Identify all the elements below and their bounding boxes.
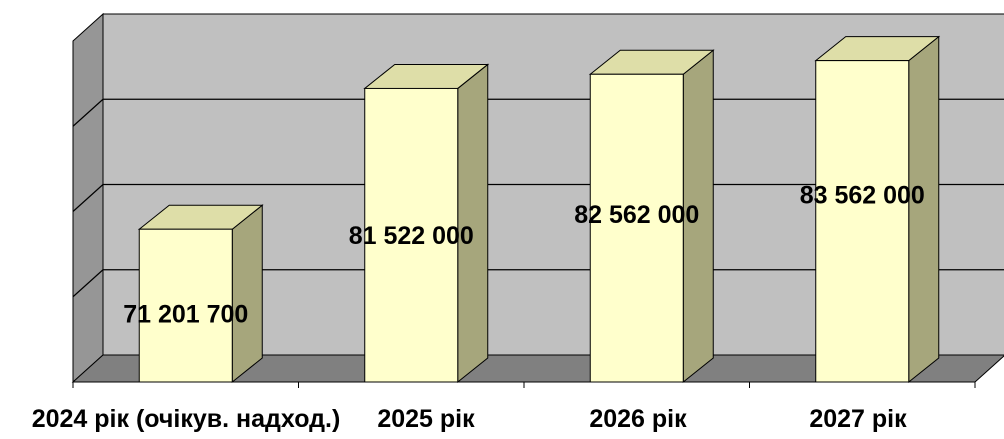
chart-value-labels: 71 201 700 81 522 000 82 562 000 83 562 000: [123, 181, 925, 328]
bar-front: [589, 73, 684, 383]
data-label: 71 201 700: [123, 301, 248, 329]
x-tick-label: 2024 рік (очікув. надход.): [32, 405, 341, 433]
bar: [363, 63, 490, 384]
x-tick-label: 2027 рік: [809, 405, 907, 433]
chart-x-axis: 2024 рік (очікув. надход.) 2025 рік 2026 р…: [32, 381, 976, 433]
data-label: 81 522 000: [349, 222, 474, 250]
bar-front: [364, 87, 459, 383]
bar: [814, 35, 941, 384]
x-tick-label: 2026 рік: [589, 405, 687, 433]
x-tick-label: 2025 рік: [377, 405, 475, 433]
gridline-side: [72, 269, 104, 298]
bar-side: [231, 204, 263, 384]
data-label: 82 562 000: [574, 201, 699, 229]
data-label: 83 562 000: [800, 181, 925, 209]
bar: [137, 204, 264, 384]
bar: [588, 49, 715, 384]
gridline-side: [72, 184, 104, 212]
gridline-side: [72, 98, 104, 127]
bar-front: [815, 60, 910, 383]
